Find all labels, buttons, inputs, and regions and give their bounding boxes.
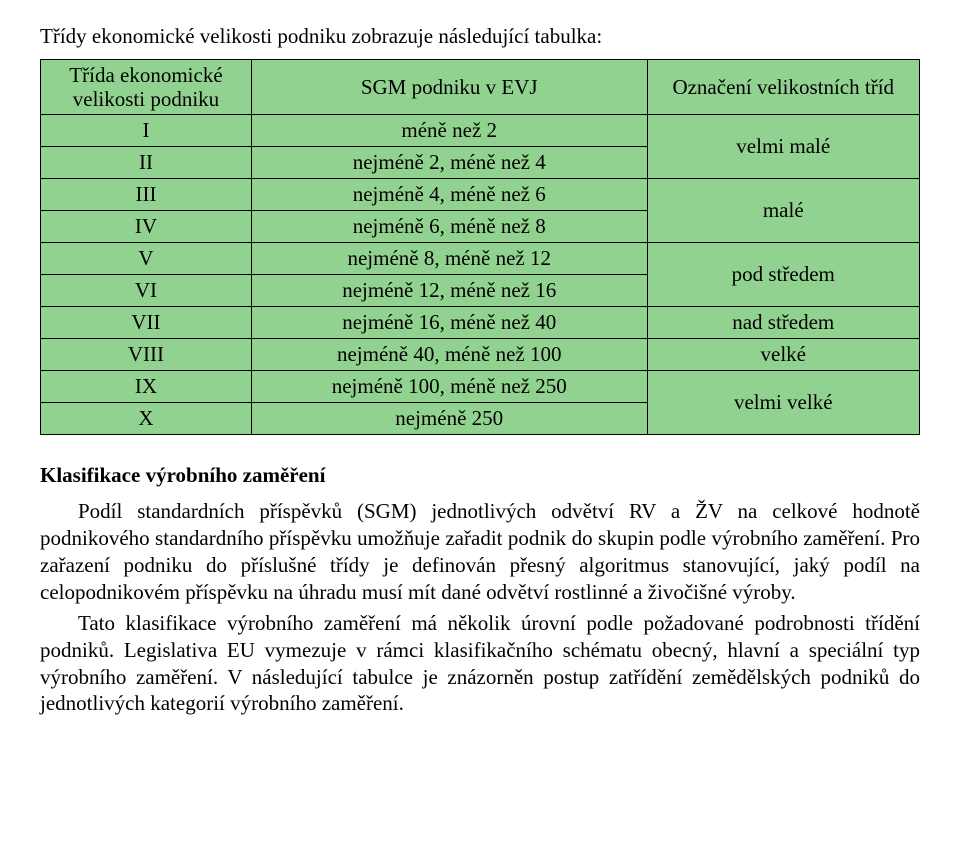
cell-label: pod středem: [647, 243, 920, 307]
table-row: VIII nejméně 40, méně než 100 velké: [41, 339, 920, 371]
page: Třídy ekonomické velikosti podniku zobra…: [0, 0, 960, 745]
table-row: I méně než 2 velmi malé: [41, 115, 920, 147]
cell-roman: VII: [41, 307, 252, 339]
header-col0-line2: velikosti podniku: [73, 87, 219, 111]
cell-sgm: méně než 2: [251, 115, 647, 147]
cell-label: velmi malé: [647, 115, 920, 179]
table-header-row: Třída ekonomické velikosti podniku SGM p…: [41, 60, 920, 115]
cell-roman: VIII: [41, 339, 252, 371]
cell-sgm: nejméně 8, méně než 12: [251, 243, 647, 275]
cell-sgm: nejméně 2, méně než 4: [251, 147, 647, 179]
cell-sgm: nejméně 6, méně než 8: [251, 211, 647, 243]
section-title: Klasifikace výrobního zaměření: [40, 463, 920, 488]
header-col0-line1: Třída ekonomické: [69, 63, 222, 87]
cell-label: velké: [647, 339, 920, 371]
cell-roman: II: [41, 147, 252, 179]
cell-roman: IX: [41, 371, 252, 403]
header-col2: Označení velikostních tříd: [647, 60, 920, 115]
cell-label: velmi velké: [647, 371, 920, 435]
table-row: V nejméně 8, méně než 12 pod středem: [41, 243, 920, 275]
cell-sgm: nejméně 250: [251, 403, 647, 435]
table-row: VII nejméně 16, méně než 40 nad středem: [41, 307, 920, 339]
cell-roman: IV: [41, 211, 252, 243]
cell-label: nad středem: [647, 307, 920, 339]
cell-roman: X: [41, 403, 252, 435]
cell-sgm: nejméně 16, méně než 40: [251, 307, 647, 339]
cell-label: malé: [647, 179, 920, 243]
intro-text: Třídy ekonomické velikosti podniku zobra…: [40, 24, 920, 49]
paragraph-2: Tato klasifikace výrobního zaměření má n…: [40, 610, 920, 718]
header-col0: Třída ekonomické velikosti podniku: [41, 60, 252, 115]
header-col1: SGM podniku v EVJ: [251, 60, 647, 115]
cell-sgm: nejméně 40, méně než 100: [251, 339, 647, 371]
cell-roman: V: [41, 243, 252, 275]
cell-roman: III: [41, 179, 252, 211]
cell-sgm: nejméně 100, méně než 250: [251, 371, 647, 403]
cell-sgm: nejméně 12, méně než 16: [251, 275, 647, 307]
cell-roman: I: [41, 115, 252, 147]
table-row: III nejméně 4, méně než 6 malé: [41, 179, 920, 211]
table-row: IX nejméně 100, méně než 250 velmi velké: [41, 371, 920, 403]
cell-roman: VI: [41, 275, 252, 307]
paragraph-1: Podíl standardních příspěvků (SGM) jedno…: [40, 498, 920, 606]
size-class-table: Třída ekonomické velikosti podniku SGM p…: [40, 59, 920, 435]
cell-sgm: nejméně 4, méně než 6: [251, 179, 647, 211]
